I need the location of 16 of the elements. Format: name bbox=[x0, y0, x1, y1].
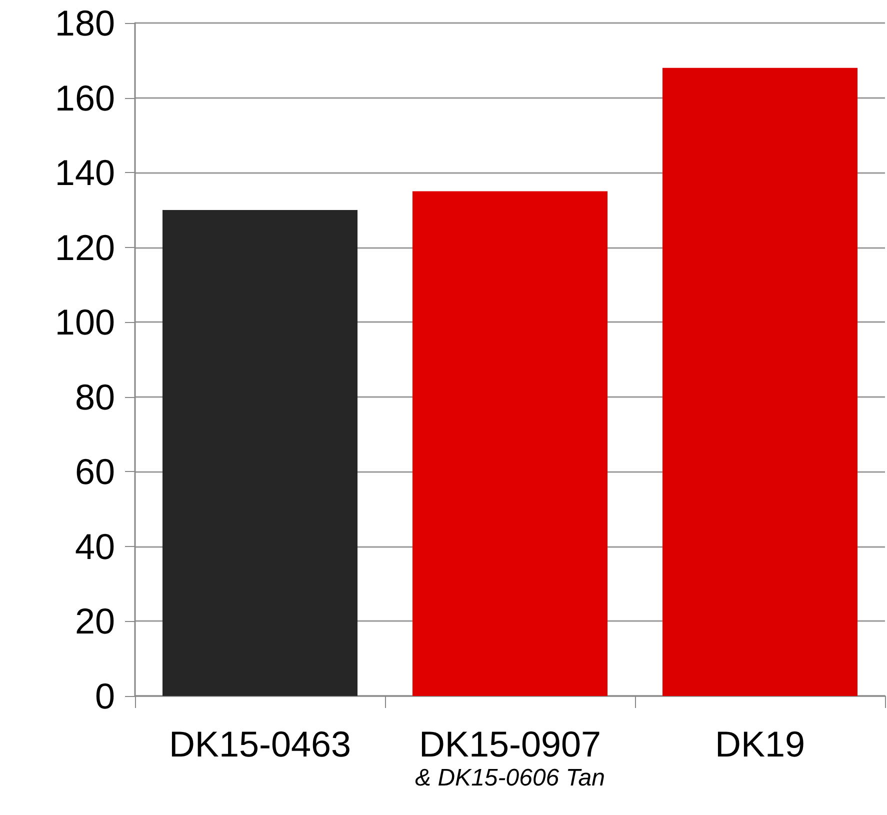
y-tick-label: 120 bbox=[54, 226, 115, 268]
bar bbox=[412, 191, 608, 696]
y-tick-label: 160 bbox=[54, 77, 115, 118]
y-tick-label: 0 bbox=[94, 676, 115, 716]
y-tick-label: 100 bbox=[54, 302, 115, 343]
bar bbox=[662, 68, 858, 696]
x-tick-label: DK19 bbox=[714, 724, 806, 764]
y-tick-label: 60 bbox=[74, 451, 115, 492]
y-tick-label: 140 bbox=[54, 152, 115, 194]
x-tick-label: DK15-0907 & DK15-0606 Tan bbox=[415, 724, 605, 792]
x-tick-label: DK15-0463 bbox=[168, 724, 352, 764]
y-tick-label: 80 bbox=[74, 376, 115, 418]
bar bbox=[162, 210, 358, 696]
y-tick-label: 40 bbox=[74, 526, 115, 567]
y-tick-label: 20 bbox=[74, 600, 115, 642]
y-tick-label: 180 bbox=[54, 2, 115, 44]
